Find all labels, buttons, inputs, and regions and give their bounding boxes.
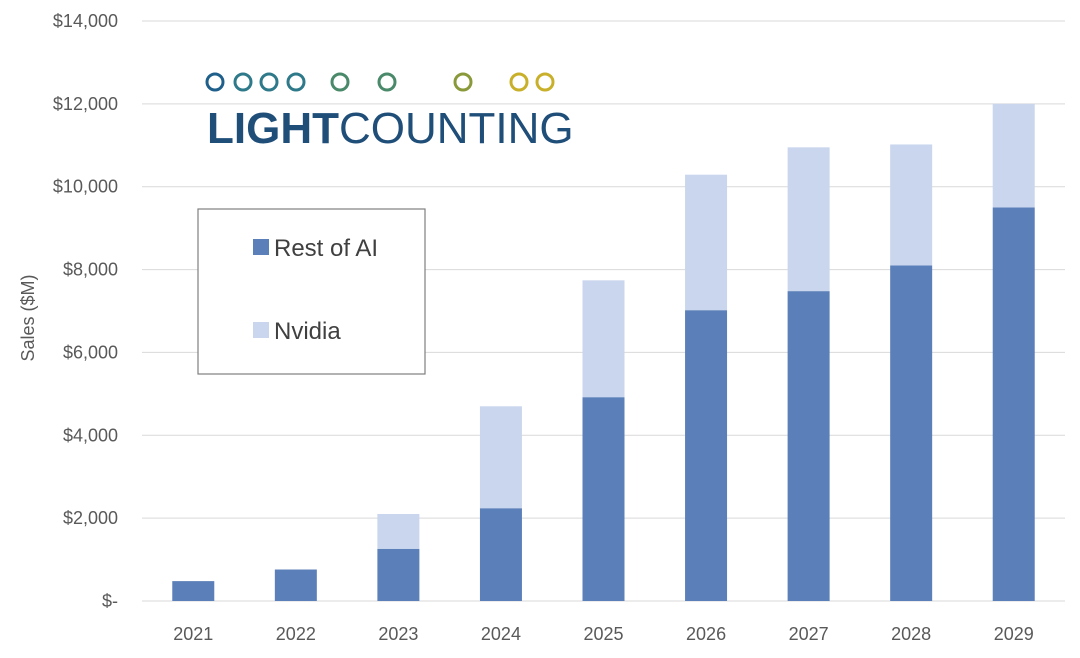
bar-nvidia-2028 (890, 144, 933, 266)
y-tick-label: $10,000 (53, 177, 118, 197)
bar-rest-of-ai-2024 (479, 508, 522, 601)
bar-nvidia-2029 (992, 103, 1035, 208)
y-tick-label: $4,000 (63, 425, 118, 445)
bar-rest-of-ai-2022 (274, 569, 317, 601)
bar-rest-of-ai-2029 (992, 207, 1035, 601)
bar-rest-of-ai-2028 (890, 265, 933, 601)
x-tick-label: 2027 (789, 624, 829, 644)
bar-rest-of-ai-2021 (172, 581, 215, 601)
bar-rest-of-ai-2027 (787, 291, 830, 601)
bar-nvidia-2023 (377, 514, 420, 549)
x-axis-ticks: 2021 2022 2023 2024 2025 2026 2027 2028 2029 (173, 624, 1033, 644)
legend-label-rest-of-ai: Rest of AI (274, 235, 378, 262)
bar-nvidia-2026 (685, 174, 728, 311)
y-axis-ticks: $- $2,000 $4,000 $6,000 $8,000 $10,000 $12,000… (53, 11, 118, 611)
y-tick-label: $12,000 (53, 94, 118, 114)
bar-rest-of-ai-2025 (582, 397, 625, 601)
legend: Rest of AI Nvidia (197, 208, 426, 375)
x-tick-label: 2024 (481, 624, 521, 644)
bars (172, 103, 1035, 601)
logo-text-bold: LIGHT (207, 104, 339, 153)
y-axis-label: Sales ($M) (18, 274, 38, 361)
y-tick-label: $14,000 (53, 11, 118, 31)
legend-box (197, 208, 426, 375)
x-tick-label: 2022 (276, 624, 316, 644)
bar-nvidia-2024 (479, 406, 522, 509)
bar-rest-of-ai-2023 (377, 548, 420, 601)
x-tick-label: 2029 (994, 624, 1034, 644)
logo-text-regular: COUNTING (339, 104, 574, 153)
x-tick-label: 2026 (686, 624, 726, 644)
bar-nvidia-2025 (582, 280, 625, 398)
y-tick-label: $8,000 (63, 260, 118, 280)
logo-chain-icon (193, 72, 565, 92)
x-tick-label: 2028 (891, 624, 931, 644)
bar-rest-of-ai-2026 (685, 310, 728, 601)
x-tick-label: 2021 (173, 624, 213, 644)
y-tick-label: $6,000 (63, 342, 118, 362)
x-tick-label: 2023 (378, 624, 418, 644)
svg-text:LIGHTCOUNTING: LIGHTCOUNTING (207, 104, 574, 153)
y-tick-label: $- (102, 591, 118, 611)
x-tick-label: 2025 (583, 624, 623, 644)
legend-swatch-nvidia (253, 322, 269, 338)
legend-label-nvidia: Nvidia (274, 318, 341, 345)
bar-nvidia-2027 (787, 147, 830, 292)
y-tick-label: $2,000 (63, 508, 118, 528)
legend-swatch-rest-of-ai (253, 239, 269, 255)
lightcounting-logo: LIGHTCOUNTING (193, 72, 574, 153)
